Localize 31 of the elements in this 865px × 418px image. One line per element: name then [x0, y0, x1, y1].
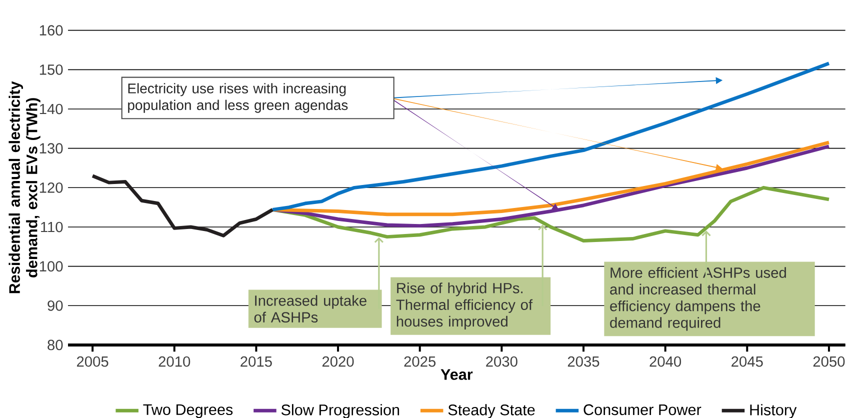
- x-tick-label: 2050: [813, 356, 845, 367]
- annotation: More efficient ASHPs used and increased thermal efficiency dampens the demand required: [610, 267, 786, 331]
- x-tick-label: 2015: [240, 356, 272, 367]
- annotation: Electricity use rises with increasing population and less green agendas: [128, 83, 348, 113]
- x-tick-label: 2025: [404, 356, 436, 367]
- y-tick-label: 100: [40, 261, 63, 272]
- x-tick-label: 2005: [76, 356, 108, 367]
- x-tick-label: 2035: [568, 356, 600, 367]
- y-tick-label: 110: [41, 222, 63, 232]
- y-axis-title: Residential annual electricity demand, excl EVs (TWh): [8, 81, 40, 294]
- x-tick-label: 2040: [650, 356, 682, 367]
- x-tick-label: 2045: [732, 356, 763, 367]
- x-tick-label: 2010: [158, 356, 190, 367]
- legend-label: Consumer Power: [584, 404, 702, 416]
- annotation: Rise of hybrid HPs. Thermal efficiency of houses improved: [396, 282, 533, 330]
- line-series: [90, 174, 274, 238]
- legend-label: Steady State: [448, 404, 535, 418]
- y-tick-label: 120: [40, 182, 63, 193]
- y-tick-label: 160: [40, 25, 63, 36]
- x-tick-label: 2030: [486, 356, 518, 367]
- y-tick-label: 150: [40, 64, 63, 75]
- y-tick-label: 80: [48, 340, 63, 350]
- legend-label: Two Degrees: [143, 404, 233, 418]
- y-tick-label: 140: [40, 104, 63, 114]
- legend-label: History: [750, 404, 797, 418]
- x-tick-label: 2020: [322, 356, 354, 367]
- x-axis-title: Year: [440, 369, 473, 380]
- annotation: Increased uptake of ASHPs: [254, 295, 366, 323]
- y-tick-label: 90: [48, 300, 63, 311]
- y-tick-label: 130: [40, 143, 63, 154]
- legend-label: Slow Progression: [281, 404, 400, 418]
